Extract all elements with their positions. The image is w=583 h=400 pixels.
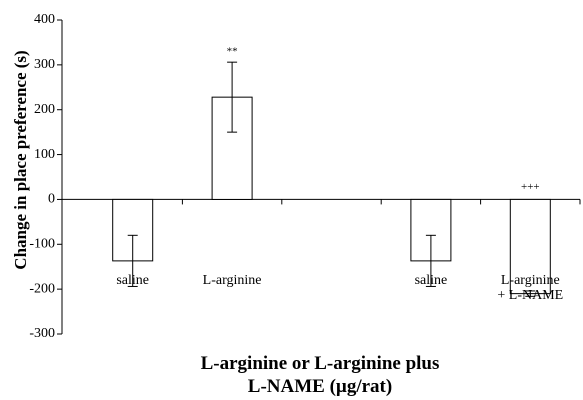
annotation: +++ — [521, 181, 540, 193]
annotation: ** — [227, 46, 238, 58]
y-tick-label: 200 — [34, 102, 55, 117]
y-tick-label: 400 — [34, 12, 55, 27]
x-axis-label: L-arginine or L-arginine plus L-NAME (µg… — [200, 353, 440, 397]
y-tick-label: 100 — [34, 147, 55, 162]
x-tick-label: L-arginine + L-NAME — [497, 273, 564, 303]
x-tick-label: saline — [116, 273, 150, 288]
y-tick-label: -200 — [29, 281, 55, 296]
y-tick-label: 300 — [34, 57, 55, 72]
y-tick-label: -300 — [29, 326, 55, 341]
y-axis-label: Change in place preference (s) — [11, 50, 30, 269]
x-tick-label: L-arginine — [202, 273, 262, 288]
x-tick-label: saline — [414, 273, 448, 288]
y-tick-label: -100 — [29, 237, 55, 252]
bar — [509, 198, 551, 295]
y-tick-label: 0 — [48, 192, 55, 207]
